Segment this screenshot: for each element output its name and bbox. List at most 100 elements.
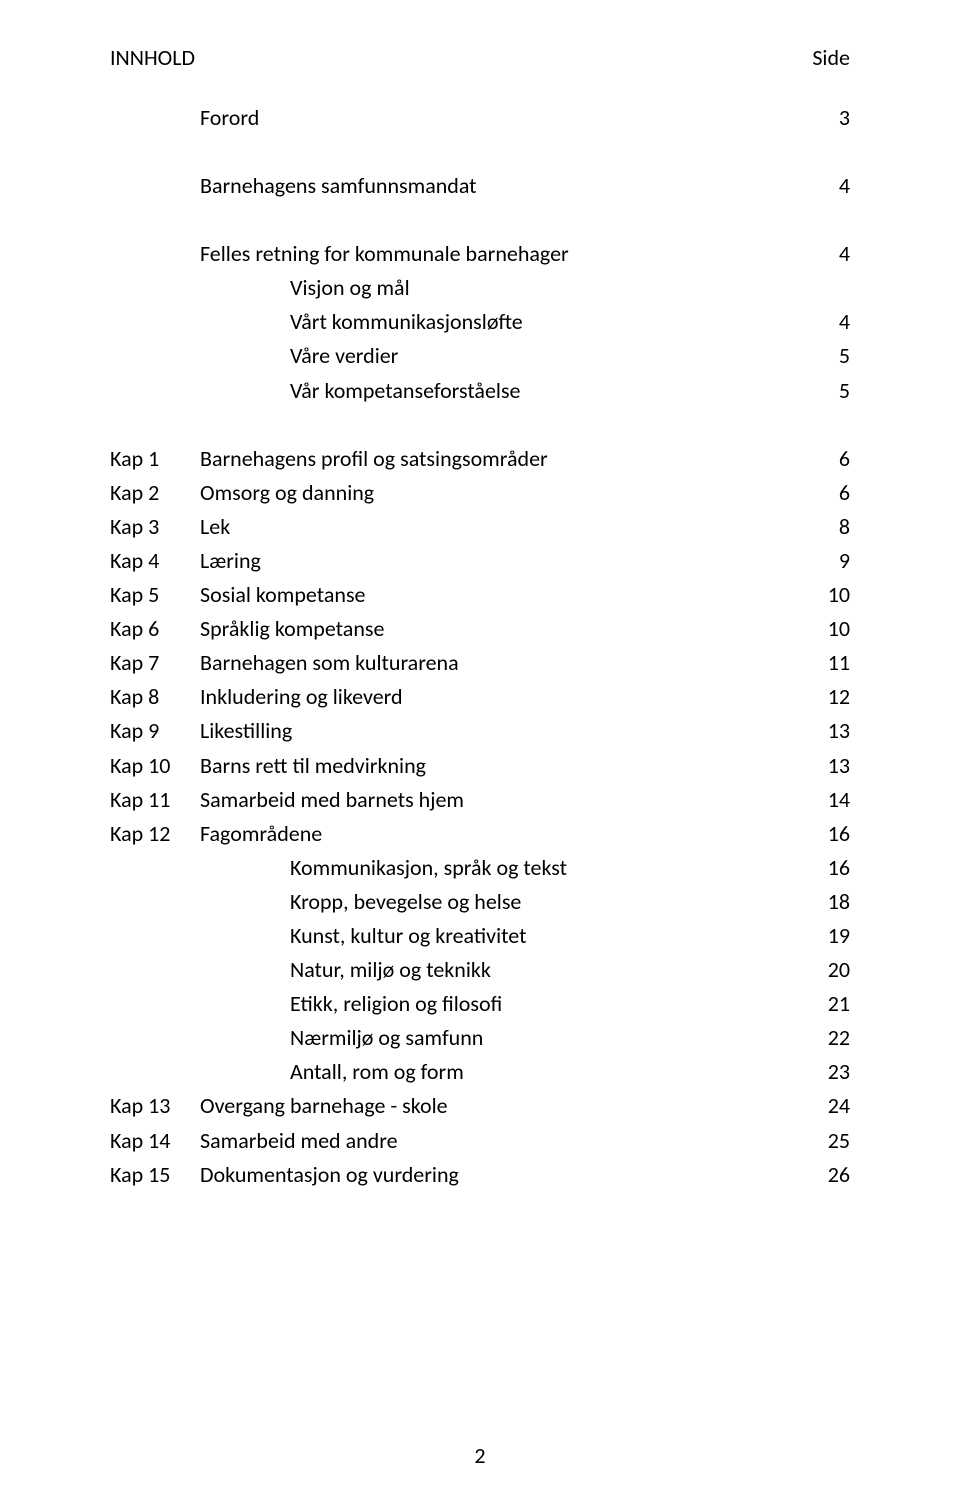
- toc-kap-cell: Kap 5: [110, 578, 200, 612]
- toc-row: Kap 15 Dokumentasjon og vurdering 26: [110, 1158, 850, 1192]
- toc-label: Våre verdier: [200, 339, 800, 373]
- toc-page: 10: [800, 578, 850, 612]
- toc-label: Læring: [200, 544, 800, 578]
- page: INNHOLD Side Forord 3 Barnehagens samfun…: [0, 0, 960, 1503]
- toc-row: Kap 4 Læring 9: [110, 544, 850, 578]
- toc-row: Kap 1 Barnehagens profil og satsingsområ…: [110, 442, 850, 476]
- toc-row: Felles retning for kommunale barnehager …: [110, 237, 850, 271]
- toc-kap-cell: [110, 919, 200, 953]
- toc-label: Nærmiljø og samfunn: [200, 1021, 800, 1055]
- toc-label: Likestilling: [200, 714, 800, 748]
- spacer: [110, 135, 850, 169]
- toc-page: 8: [800, 510, 850, 544]
- toc-kap-cell: Kap 14: [110, 1124, 200, 1158]
- toc-row: Natur, miljø og teknikk 20: [110, 953, 850, 987]
- toc-page: 5: [800, 339, 850, 373]
- toc-page: 4: [800, 169, 850, 203]
- toc-row: Forord 3: [110, 101, 850, 135]
- toc-page: [800, 271, 850, 305]
- toc-kap-cell: [110, 987, 200, 1021]
- toc-label: Vårt kommunikasjonsløfte: [200, 305, 800, 339]
- toc-label: Samarbeid med barnets hjem: [200, 783, 800, 817]
- toc-kap-cell: [110, 851, 200, 885]
- toc-page: 4: [800, 305, 850, 339]
- toc-label: Fagområdene: [200, 817, 800, 851]
- toc-label: Inkludering og likeverd: [200, 680, 800, 714]
- toc-label: Sosial kompetanse: [200, 578, 800, 612]
- toc-row: Kap 8 Inkludering og likeverd 12: [110, 680, 850, 714]
- toc-row: Kap 6 Språklig kompetanse 10: [110, 612, 850, 646]
- toc-kap-cell: [110, 885, 200, 919]
- toc-page: 4: [800, 237, 850, 271]
- toc-page: 18: [800, 885, 850, 919]
- spacer: [110, 203, 850, 237]
- toc-kap-cell: [110, 271, 200, 305]
- toc-header-row: INNHOLD Side: [110, 44, 850, 71]
- spacer: [110, 408, 850, 442]
- toc-row: Våre verdier 5: [110, 339, 850, 373]
- toc-side-label: Side: [812, 44, 850, 71]
- toc-kap-cell: Kap 7: [110, 646, 200, 680]
- toc-title: INNHOLD: [110, 44, 195, 71]
- toc-page: 9: [800, 544, 850, 578]
- toc-label: Barnehagen som kulturarena: [200, 646, 800, 680]
- toc-kap-cell: Kap 9: [110, 714, 200, 748]
- toc-kap-cell: [110, 237, 200, 271]
- toc-label: Vår kompetanseforståelse: [200, 374, 800, 408]
- toc-label: Språklig kompetanse: [200, 612, 800, 646]
- toc-page: 6: [800, 442, 850, 476]
- toc-row: Visjon og mål: [110, 271, 850, 305]
- toc-kap-cell: Kap 11: [110, 783, 200, 817]
- toc-label: Samarbeid med andre: [200, 1124, 800, 1158]
- toc-page: 26: [800, 1158, 850, 1192]
- toc-row: Kap 10 Barns rett til medvirkning 13: [110, 749, 850, 783]
- toc-label: Antall, rom og form: [200, 1055, 800, 1089]
- toc-kap-cell: Kap 8: [110, 680, 200, 714]
- toc-page: 6: [800, 476, 850, 510]
- toc-page: 13: [800, 714, 850, 748]
- toc-kap-cell: Kap 13: [110, 1089, 200, 1123]
- toc-page: 19: [800, 919, 850, 953]
- toc-row: Kap 5 Sosial kompetanse 10: [110, 578, 850, 612]
- toc-label: Overgang barnehage - skole: [200, 1089, 800, 1123]
- toc-page: 3: [800, 101, 850, 135]
- toc-row: Vår kompetanseforståelse 5: [110, 374, 850, 408]
- toc-label: Felles retning for kommunale barnehager: [200, 237, 800, 271]
- toc-kap-cell: Kap 2: [110, 476, 200, 510]
- toc-page: 20: [800, 953, 850, 987]
- toc-label: Kunst, kultur og kreativitet: [200, 919, 800, 953]
- toc-kap-cell: [110, 339, 200, 373]
- toc-kap-cell: Kap 10: [110, 749, 200, 783]
- toc-label: Barnehagens samfunnsmandat: [200, 169, 800, 203]
- toc-label: Forord: [200, 101, 800, 135]
- toc-kap-cell: [110, 305, 200, 339]
- toc-kap-cell: Kap 12: [110, 817, 200, 851]
- toc-row: Kap 12 Fagområdene 16: [110, 817, 850, 851]
- toc-page: 24: [800, 1089, 850, 1123]
- toc-kap-cell: Kap 15: [110, 1158, 200, 1192]
- toc-page: 23: [800, 1055, 850, 1089]
- toc-kap-cell: [110, 169, 200, 203]
- toc-row: Kap 9 Likestilling 13: [110, 714, 850, 748]
- toc-row: Vårt kommunikasjonsløfte 4: [110, 305, 850, 339]
- toc-row: Kap 7 Barnehagen som kulturarena 11: [110, 646, 850, 680]
- toc-kap-cell: [110, 101, 200, 135]
- toc-row: Nærmiljø og samfunn 22: [110, 1021, 850, 1055]
- toc-label: Kommunikasjon, språk og tekst: [200, 851, 800, 885]
- toc-page: 21: [800, 987, 850, 1021]
- toc-page: 16: [800, 851, 850, 885]
- toc-row: Kap 11 Samarbeid med barnets hjem 14: [110, 783, 850, 817]
- toc-row: Antall, rom og form 23: [110, 1055, 850, 1089]
- toc-page: 22: [800, 1021, 850, 1055]
- toc-kap-cell: [110, 374, 200, 408]
- toc-page: 13: [800, 749, 850, 783]
- toc-row: Barnehagens samfunnsmandat 4: [110, 169, 850, 203]
- toc-label: Kropp, bevegelse og helse: [200, 885, 800, 919]
- toc-kap-cell: Kap 6: [110, 612, 200, 646]
- toc-kap-cell: [110, 1055, 200, 1089]
- toc-row: Kap 2 Omsorg og danning 6: [110, 476, 850, 510]
- toc-page: 25: [800, 1124, 850, 1158]
- toc-row: Kommunikasjon, språk og tekst 16: [110, 851, 850, 885]
- toc-row: Kap 13 Overgang barnehage - skole 24: [110, 1089, 850, 1123]
- toc-row: Kropp, bevegelse og helse 18: [110, 885, 850, 919]
